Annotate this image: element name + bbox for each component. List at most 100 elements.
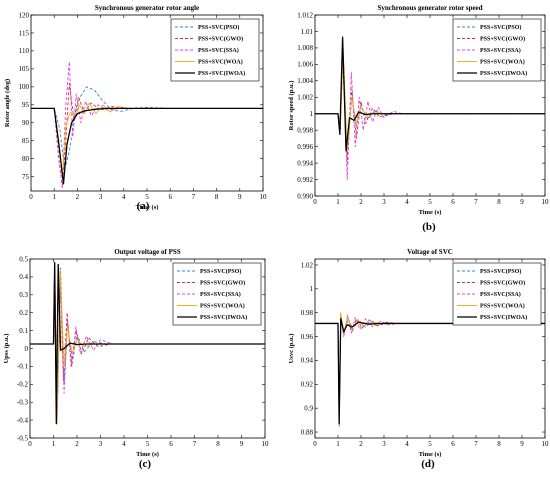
y-tick-label: 0.9 bbox=[304, 404, 313, 412]
legend-label: PSS+SVC(GWO) bbox=[198, 36, 243, 43]
legend-label: PSS+SVC(PSO) bbox=[198, 24, 239, 31]
y-axis-label: Upss (p.u.) bbox=[3, 334, 10, 364]
chart-panel-1: Synchronous generator rotor speed 0 1 2 3 4 5 6… bbox=[288, 4, 549, 233]
y-tick-label: 110 bbox=[19, 47, 30, 55]
y-axis-label: Rotor angle (deg) bbox=[4, 79, 11, 127]
x-tick-label: 8 bbox=[497, 198, 501, 206]
y-tick-label: 0.998 bbox=[297, 126, 313, 134]
x-tick-label: 9 bbox=[240, 440, 244, 448]
series-line-psssvciwoa bbox=[315, 36, 545, 152]
x-tick-label: 0 bbox=[313, 440, 317, 448]
x-axis-label: Time (s) bbox=[136, 451, 159, 458]
x-tick-label: 2 bbox=[75, 440, 79, 448]
y-tick-label: 1.006 bbox=[297, 61, 313, 69]
x-tick-label: 10 bbox=[542, 440, 550, 448]
y-tick-label: 1.004 bbox=[297, 77, 313, 85]
series-line-psssvciwoa bbox=[30, 261, 265, 425]
legend-label: PSS+SVC(GWO) bbox=[480, 36, 525, 43]
y-tick-label: -0.3 bbox=[17, 399, 29, 407]
x-tick-label: 8 bbox=[216, 440, 220, 448]
legend-label: PSS+SVC(PSO) bbox=[200, 268, 241, 275]
x-tick-label: 0 bbox=[28, 440, 32, 448]
x-axis-label: Time (s) bbox=[419, 451, 442, 458]
legend-label: PSS+SVC(IWOA) bbox=[480, 70, 527, 77]
y-tick-label: -0.4 bbox=[17, 416, 29, 424]
y-tick-label: 1.02 bbox=[301, 261, 314, 269]
legend-label: PSS+SVC(SSA) bbox=[480, 47, 521, 54]
legend-label: PSS+SVC(SSA) bbox=[480, 291, 521, 298]
y-tick-label: 0.3 bbox=[19, 291, 28, 299]
x-axis-label: Time (s) bbox=[136, 204, 159, 211]
y-tick-label: 1.002 bbox=[297, 94, 313, 102]
y-tick-label: 120 bbox=[19, 11, 30, 19]
y-tick-label: 0.990 bbox=[297, 192, 313, 200]
chart-title: Synchronous generator rotor angle bbox=[95, 4, 199, 12]
y-tick-label: 0.2 bbox=[19, 309, 28, 317]
x-tick-label: 7 bbox=[192, 193, 196, 201]
series-line-psssvciwoa bbox=[31, 107, 263, 185]
y-tick-label: 1.008 bbox=[297, 44, 313, 52]
x-tick-label: 2 bbox=[359, 198, 363, 206]
x-tick-label: 6 bbox=[451, 440, 455, 448]
x-tick-label: 7 bbox=[474, 440, 478, 448]
chart-title: Output voltage of PSS bbox=[114, 248, 180, 256]
legend-label: PSS+SVC(SSA) bbox=[200, 291, 241, 298]
y-tick-label: 100 bbox=[19, 83, 30, 91]
y-tick-label: 1 bbox=[310, 285, 314, 293]
y-tick-label: 0.996 bbox=[297, 143, 313, 151]
y-tick-label: 0.994 bbox=[297, 159, 313, 167]
x-tick-label: 0 bbox=[29, 193, 33, 201]
x-tick-label: 9 bbox=[520, 440, 524, 448]
y-tick-label: 1.012 bbox=[297, 11, 313, 19]
y-tick-label: 1 bbox=[310, 110, 314, 118]
legend-label: PSS+SVC(WOA) bbox=[200, 303, 245, 310]
panel-caption: (b) bbox=[422, 221, 436, 233]
x-tick-label: 1 bbox=[336, 198, 340, 206]
legend-label: PSS+SVC(WOA) bbox=[480, 303, 525, 310]
legend-label: PSS+SVC(WOA) bbox=[480, 59, 525, 66]
y-tick-label: 0 bbox=[25, 345, 29, 353]
chart-title: Synchronous generator rotor speed bbox=[377, 4, 482, 12]
x-tick-label: 2 bbox=[76, 193, 80, 201]
legend-label: PSS+SVC(IWOA) bbox=[200, 314, 247, 321]
x-tick-label: 10 bbox=[542, 198, 550, 206]
x-tick-label: 8 bbox=[497, 440, 501, 448]
y-tick-label: 85 bbox=[22, 137, 30, 145]
y-tick-label: 0.4 bbox=[19, 273, 28, 281]
chart-title: Voltage of SVC bbox=[407, 248, 453, 256]
legend-label: PSS+SVC(IWOA) bbox=[198, 70, 245, 77]
y-tick-label: 0.1 bbox=[19, 327, 28, 335]
x-tick-label: 4 bbox=[122, 440, 126, 448]
y-tick-label: 0.992 bbox=[297, 176, 313, 184]
legend-label: PSS+SVC(GWO) bbox=[480, 280, 525, 287]
x-tick-label: 0 bbox=[313, 198, 317, 206]
x-tick-label: 6 bbox=[169, 440, 173, 448]
chart-panel-0: Synchronous generator rotor angle 0 1 2 3 4 5 6… bbox=[4, 4, 267, 212]
x-tick-label: 4 bbox=[405, 440, 409, 448]
x-tick-label: 6 bbox=[168, 193, 172, 201]
y-tick-label: 115 bbox=[19, 29, 30, 37]
y-tick-label: 0.94 bbox=[301, 357, 314, 365]
series-line-psssvcgwo bbox=[315, 47, 545, 164]
x-tick-label: 1 bbox=[52, 193, 56, 201]
panel-caption: (d) bbox=[421, 458, 435, 470]
x-tick-label: 2 bbox=[359, 440, 363, 448]
legend-label: PSS+SVC(IWOA) bbox=[480, 314, 527, 321]
x-tick-label: 3 bbox=[99, 193, 103, 201]
x-tick-label: 3 bbox=[382, 198, 386, 206]
x-tick-label: 5 bbox=[146, 440, 150, 448]
x-tick-label: 6 bbox=[451, 198, 455, 206]
chart-panel-2: Output voltage of PSS 0 1 2 3 4 5 6 7 8 9 10 -0.5 -0.… bbox=[3, 248, 269, 470]
x-tick-label: 4 bbox=[122, 193, 126, 201]
x-tick-label: 5 bbox=[428, 440, 432, 448]
series-line-psssvcssa bbox=[315, 51, 545, 180]
panel-caption: (c) bbox=[139, 458, 152, 470]
legend-label: PSS+SVC(GWO) bbox=[200, 280, 245, 287]
y-axis-label: Usvc (p.u.) bbox=[288, 334, 295, 364]
y-tick-label: -0.1 bbox=[17, 363, 29, 371]
x-tick-label: 1 bbox=[336, 440, 340, 448]
y-tick-label: 0.5 bbox=[19, 255, 28, 263]
y-tick-label: 0.98 bbox=[301, 309, 314, 317]
x-tick-label: 9 bbox=[238, 193, 242, 201]
